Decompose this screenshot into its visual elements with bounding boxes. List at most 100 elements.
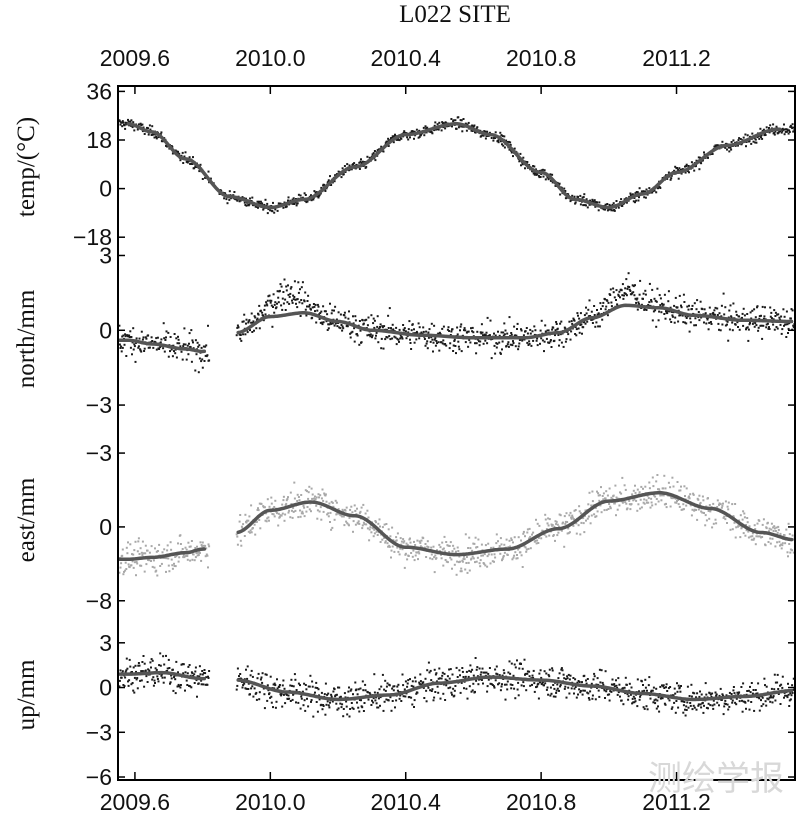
data-point [269,675,272,678]
data-point [703,704,705,707]
data-point [407,555,410,557]
data-point [599,302,602,305]
data-point [310,699,313,702]
data-point [453,547,456,550]
data-point [588,491,591,494]
data-point [685,163,688,166]
data-point [680,168,682,171]
data-point [173,562,175,565]
data-point [598,668,601,671]
data-point [142,336,145,339]
data-point [178,342,181,345]
data-point [452,350,455,352]
data-point [555,691,558,694]
data-point [535,339,538,342]
data-point [689,493,692,496]
data-point [250,687,253,690]
data-point [144,552,147,555]
data-point [312,715,315,718]
data-point [380,337,383,340]
data-point [380,145,383,148]
data-point [636,705,639,708]
data-point [146,681,149,683]
data-point [516,557,519,560]
data-point [159,652,162,655]
data-point [118,343,121,346]
data-point [132,348,135,351]
data-point [380,347,383,350]
data-point [645,705,648,708]
data-point [433,338,436,341]
data-point [169,541,172,544]
data-point [550,346,553,348]
data-point [780,683,783,686]
data-point [589,199,592,202]
data-point [765,126,768,129]
data-point [322,510,325,513]
data-point [460,323,463,326]
data-point [314,498,317,501]
data-point [366,509,369,512]
data-point [339,695,342,698]
data-point [635,301,638,304]
data-point [463,555,465,558]
data-point [266,684,269,687]
data-point [171,355,174,358]
data-point [589,522,592,525]
data-point [443,672,446,675]
data-point [681,314,684,317]
data-point [521,566,524,568]
data-point [413,130,416,133]
data-point [430,553,433,556]
data-point [304,291,307,294]
data-point [593,675,596,678]
data-point [452,344,455,347]
data-point [635,298,638,301]
data-point [404,680,407,683]
data-point [200,360,203,363]
data-point [403,540,406,543]
x-tick-label-top: 2011.2 [642,45,711,71]
data-point [585,198,588,201]
data-point [118,120,121,123]
data-point [545,337,548,340]
data-point [654,309,657,312]
data-point [430,546,433,549]
data-point [397,550,400,553]
data-point [249,529,252,532]
data-point [486,690,489,693]
data-point [496,673,499,676]
data-point [674,165,677,168]
data-point [768,326,770,329]
data-point [563,677,566,680]
data-point [581,681,583,684]
data-point [478,344,481,347]
data-point [761,137,764,140]
data-point [257,672,260,675]
data-point [172,689,175,692]
data-point [608,699,611,702]
data-point [630,503,633,506]
data-point [562,345,565,348]
data-point [238,520,241,523]
data-point [497,683,499,686]
data-point [241,527,244,530]
data-point [739,138,742,140]
data-point [780,543,783,546]
data-point [427,336,430,339]
data-point [636,678,639,681]
data-point [600,307,602,310]
data-point [148,669,151,672]
data-point [338,326,341,329]
data-point [460,570,463,573]
data-point [348,524,350,527]
data-point [618,683,621,686]
data-point [552,326,555,329]
data-point [597,209,600,212]
data-point [739,536,742,539]
data-point [517,681,520,684]
data-point [698,494,701,497]
data-point [207,675,209,678]
data-point [177,683,180,686]
data-point [299,194,302,197]
